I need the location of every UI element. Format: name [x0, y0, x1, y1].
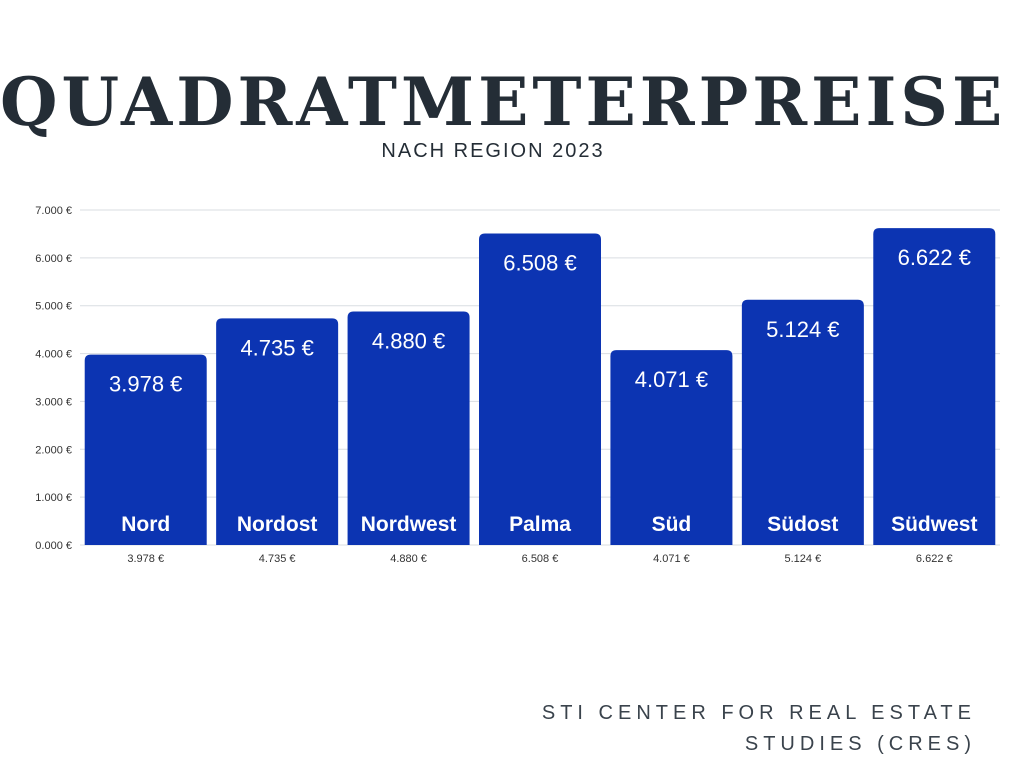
category-label: Südost: [767, 513, 838, 536]
x-value-label: 5.124 €: [785, 553, 822, 565]
source-line-1: STI CENTER FOR REAL ESTATE: [541, 702, 976, 724]
bar-südwest: [873, 228, 996, 545]
y-tick-label: 6.000 €: [35, 253, 72, 265]
bar-value-label: 4.071 €: [635, 367, 708, 392]
chart-subtitle: NACH REGION 2023: [381, 140, 605, 162]
y-tick-label: 0.000 €: [35, 540, 72, 552]
bar-nordost: [216, 318, 339, 545]
chart-title: QUADRATMETERPREISE: [0, 63, 1007, 141]
x-value-label: 6.508 €: [522, 553, 559, 565]
bar-value-label: 6.622 €: [898, 245, 971, 270]
y-tick-label: 7.000 €: [35, 205, 72, 217]
bar-nord: [84, 354, 207, 545]
bar-value-label: 3.978 €: [109, 372, 182, 397]
bar-value-label: 4.735 €: [240, 335, 313, 360]
y-tick-label: 1.000 €: [35, 492, 72, 504]
y-tick-label: 5.000 €: [35, 301, 72, 313]
x-value-label: 4.735 €: [259, 553, 296, 565]
x-value-label: 4.880 €: [390, 553, 427, 565]
bar-südost: [741, 299, 864, 545]
x-value-label: 4.071 €: [653, 553, 690, 565]
category-label: Süd: [652, 513, 692, 536]
source-line-2: STUDIES (CRES): [744, 733, 976, 755]
category-label: Südwest: [891, 513, 977, 536]
bar-nordwest: [347, 311, 470, 545]
y-tick-label: 3.000 €: [35, 396, 72, 408]
bar-palma: [479, 233, 601, 545]
x-value-label: 3.978 €: [127, 553, 164, 565]
category-label: Nordwest: [361, 513, 457, 536]
source-credit: STI CENTER FOR REAL ESTATE STUDIES (CRES…: [456, 698, 976, 760]
bar-chart: 0.000 € 1.000 € 2.000 € 3.000 € 4.000 € 5.000…: [35, 205, 1000, 565]
category-label: Palma: [509, 513, 571, 536]
y-tick-label: 4.000 €: [35, 349, 72, 361]
bar-value-label: 5.124 €: [766, 317, 839, 342]
category-label: Nord: [121, 513, 170, 536]
bar-value-label: 4.880 €: [372, 328, 445, 353]
category-label: Nordost: [237, 513, 318, 536]
bar-value-label: 6.508 €: [503, 251, 576, 276]
y-tick-label: 2.000 €: [35, 444, 72, 456]
bar-süd: [610, 350, 733, 545]
x-value-label: 6.622 €: [916, 553, 953, 565]
